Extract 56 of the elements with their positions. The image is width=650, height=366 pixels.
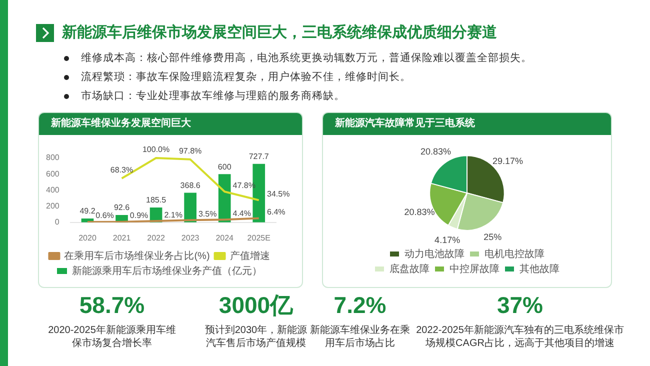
y-tick-label: 800 <box>46 153 60 162</box>
text: 37% <box>496 291 544 320</box>
legend-label: 产值增速 <box>230 250 270 262</box>
legend-label: 中控屏故障 <box>450 262 500 275</box>
legend-label: 新能源乘用车后市场维保业务产值（亿元） <box>72 264 262 277</box>
data-label: 6.4% <box>267 207 286 216</box>
y-tick-label: 0 <box>54 218 60 227</box>
data-label: 68.3% <box>110 166 134 175</box>
data-label: 29.17% <box>492 156 524 166</box>
data-label: 727.7 <box>248 152 270 162</box>
data-label: 97.8% <box>178 146 202 156</box>
data-label: 2.1% <box>164 210 182 220</box>
text: 流程繁琐：事故车保险理赔流程复杂，用户体验不佳，维修时间长。 <box>81 71 411 83</box>
x-tick-label: 2022 <box>147 233 166 242</box>
x-tick-label: 2024 <box>216 233 234 242</box>
y-tick-label: 400 <box>46 185 60 194</box>
x-tick-label: 2025E <box>247 233 270 242</box>
data-label: 3.5% <box>198 209 217 218</box>
x-tick-label: 2021 <box>112 233 132 242</box>
data-label: 49.2 <box>80 206 96 216</box>
text: 2022-2025年新能源汽车独有的三电系统维保市场规模CAGR占比，远高于其他项目的增速 <box>415 324 625 350</box>
text: 新能源车后维保市场发展空间巨大，三电系统维保成优质细分赛道 <box>62 23 497 42</box>
data-label: 368.6 <box>180 180 201 190</box>
data-label: 185.5 <box>146 196 167 205</box>
text: 新能源车维保业务在乘用车后市场占比 <box>310 324 410 350</box>
bar <box>218 174 231 222</box>
legend-label: 动力电池故障 <box>404 248 464 260</box>
text: 市场缺口：专业处理事故车维修与理赔的服务商稀缺。 <box>81 90 345 102</box>
text: 58.7% <box>78 291 146 320</box>
y-tick-label: 200 <box>46 202 60 211</box>
x-tick-label: 2023 <box>181 233 200 242</box>
chart-title: 新能源车维保业务发展空间巨大 <box>39 113 302 135</box>
data-label: 0.9% <box>130 211 148 220</box>
data-label: 0.6% <box>96 211 114 220</box>
text: 3000亿 <box>218 291 294 320</box>
text: 2020-2025年新能源乘用车维保市场复合增长率 <box>47 324 177 350</box>
data-label: 600 <box>218 162 232 172</box>
text: 维修成本高：核心部件维修费用高，电池系统更换动辄数万元，普通保险难以覆盖全部损失。 <box>81 52 532 64</box>
bar <box>184 192 196 222</box>
data-label: 25% <box>484 232 502 242</box>
legend-label: 其他故障 <box>520 262 560 275</box>
data-label: 4.4% <box>232 208 251 218</box>
text: 7.2% <box>332 291 388 320</box>
data-label: 20.83% <box>404 207 435 218</box>
data-label: 4.17% <box>434 234 460 245</box>
chart-title: 新能源汽车故障常见于三电系统 <box>323 113 611 135</box>
legend-label: 在乘用车后市场维保业务占比(%) <box>64 250 210 262</box>
legend-label: 底盘故障 <box>390 262 430 275</box>
x-tick-label: 2020 <box>78 233 97 242</box>
data-label: 92.6 <box>114 203 130 212</box>
legend-label: 电机电控故障 <box>484 248 544 260</box>
text: 预计到2030年，新能源汽车售后市场产值规模 <box>204 324 308 350</box>
y-tick-label: 600 <box>46 169 60 178</box>
data-label: 34.5% <box>267 189 290 198</box>
data-label: 20.83% <box>420 146 451 157</box>
data-label: 100.0% <box>142 145 170 154</box>
